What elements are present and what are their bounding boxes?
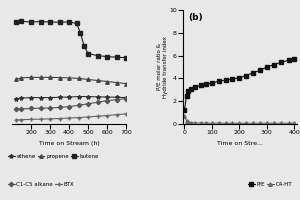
Legend: ethene, propene, butene: ethene, propene, butene: [6, 152, 101, 161]
X-axis label: Time on Stre...: Time on Stre...: [217, 141, 263, 146]
Y-axis label: P/E molar ratio &
Hydride transfer index: P/E molar ratio & Hydride transfer index: [157, 36, 168, 98]
Legend: P/E, C4-HT: P/E, C4-HT: [246, 180, 294, 189]
Legend: C1-C5 alkane, BTX: C1-C5 alkane, BTX: [6, 180, 77, 189]
Text: (b): (b): [189, 13, 203, 22]
X-axis label: Time on Stream (h): Time on Stream (h): [39, 141, 99, 146]
